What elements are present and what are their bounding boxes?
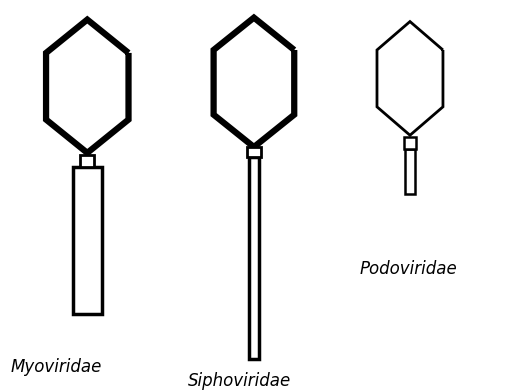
Text: Podoviridae: Podoviridae	[360, 260, 458, 278]
Bar	[405, 149, 415, 194]
Bar	[404, 137, 416, 149]
Text: Myoviridae: Myoviridae	[11, 358, 102, 376]
Text: Siphoviridae: Siphoviridae	[188, 372, 291, 390]
Bar	[80, 155, 94, 167]
Bar	[73, 167, 102, 314]
Bar	[247, 147, 261, 157]
Bar	[249, 157, 259, 359]
